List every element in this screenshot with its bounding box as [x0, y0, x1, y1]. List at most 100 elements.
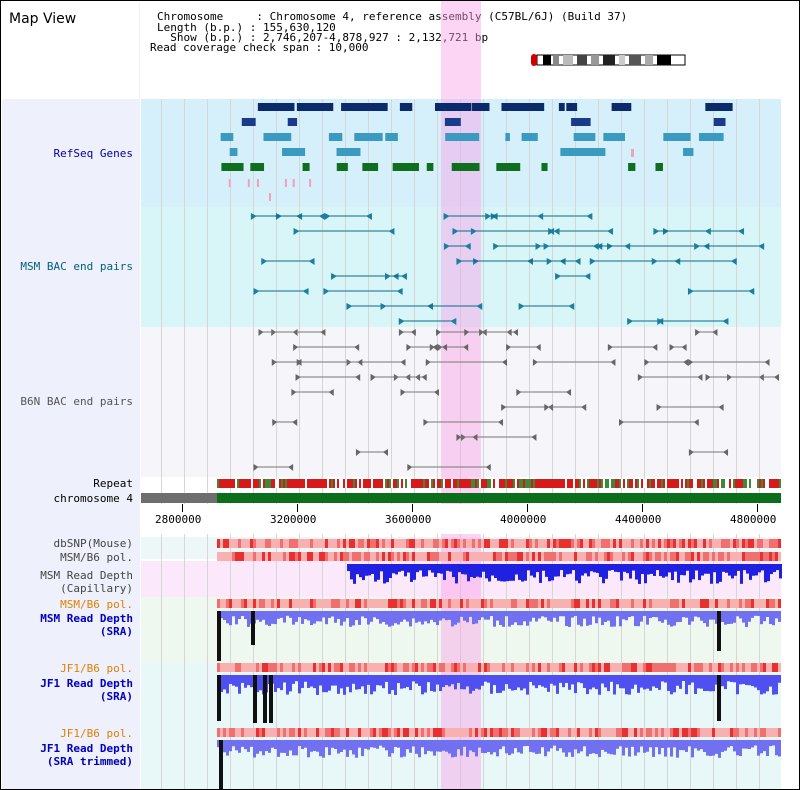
repeat-label[interactable]: Repeat [93, 477, 133, 490]
dbsnp-cell [292, 539, 295, 548]
msm-pol-sra-cell [691, 599, 694, 608]
jf1-trim-depth-bar [679, 740, 682, 751]
dbsnp-cell [589, 539, 592, 548]
jf1-pol-cell [646, 663, 649, 672]
repeat-segment [461, 479, 463, 488]
b6n-bac-end [581, 404, 587, 411]
msm-sra-depth-bar [493, 611, 496, 627]
msm-read-depth-capillary-label[interactable]: MSM Read Depth (Capillary) [40, 569, 133, 595]
msm-pol-sra-cell [289, 599, 292, 608]
jf1-pol-trim-cell [520, 728, 523, 737]
msm-sra-depth-bar [337, 611, 340, 619]
dbsnp-cell [244, 539, 247, 548]
repeat-segment [487, 479, 489, 488]
chromosome-ideogram[interactable] [529, 53, 689, 67]
jf1-sra-depth-bar [469, 675, 472, 694]
msm-sra-depth-bar [691, 611, 694, 622]
dbsnp-cell [685, 539, 688, 548]
repeat-segment [709, 479, 711, 488]
repeat-segment [609, 479, 611, 488]
jf1-sra-depth-bar [340, 675, 343, 689]
msm-cap-depth-bar [773, 564, 776, 573]
repeat-segment [697, 479, 699, 488]
jf1-sra-depth-bar [775, 675, 778, 695]
jf1-sra-depth-bar [742, 675, 745, 685]
msm-pol-cell [451, 552, 454, 561]
jf1-pol-trim-cell [493, 728, 496, 737]
jf1-trim-depth-bar [481, 740, 484, 753]
jf1-read-depth-sra-label[interactable]: JF1 Read Depth (SRA) [40, 677, 133, 703]
repeat-segment [505, 479, 507, 488]
msm-sra-depth-bar [709, 611, 712, 620]
jf1-trim-depth-bar [370, 740, 373, 748]
jf1-pol-trim-cell [220, 728, 223, 737]
highlight-region[interactable] [441, 1, 481, 789]
repeat-segment [579, 479, 581, 488]
repeat-segment [321, 479, 323, 488]
msm-pol-sra-cell [589, 599, 592, 608]
chromosome-label[interactable]: chromosome 4 [53, 492, 133, 505]
jf1-pol-cell [748, 663, 751, 672]
jf1-trim-depth-bar [247, 740, 250, 752]
jf1-sra-depth-bar [664, 675, 667, 683]
repeat-segment [693, 479, 695, 488]
msm-pol-sra-cell [448, 599, 451, 608]
show-range-info: Show (b.p.) : 2,746,207-4,878,927 : 2,13… [157, 31, 489, 44]
msm-read-depth-sra-label[interactable]: MSM Read Depth (SRA) [40, 612, 133, 638]
msm-b6-pol-label[interactable]: MSM/B6 pol. [60, 551, 133, 564]
jf1-pol-trim-cell [226, 728, 229, 737]
b6n-bac-label[interactable]: B6N BAC end pairs [20, 395, 133, 408]
jf1-read-depth-trim-label[interactable]: JF1 Read Depth (SRA trimmed) [40, 742, 133, 768]
jf1-pol-cell [439, 663, 442, 672]
msm-pol-cell [625, 552, 628, 561]
dbsnp-label[interactable]: dbSNP(Mouse) [53, 537, 133, 550]
jf1-pol-trim-cell [241, 728, 244, 737]
msm-pol-cell [226, 552, 229, 561]
jf1-pol-trim-cell [388, 728, 391, 737]
jf1-trim-depth-bar [562, 740, 565, 753]
refseq-genes-label[interactable]: RefSeq Genes [53, 147, 133, 160]
jf1-pol-trim-cell [712, 728, 715, 737]
jf1-trim-depth-bar [607, 740, 610, 754]
repeat-segment [749, 479, 751, 488]
b6n-bac-end [693, 419, 699, 426]
msm-pol-sra-cell [244, 599, 247, 608]
msm-pol-cell [550, 552, 553, 561]
jf1-trim-depth-bar [316, 740, 319, 752]
msm-cap-depth-bar [407, 564, 410, 573]
dbsnp-cell [754, 539, 757, 548]
msm-cap-depth-bar [647, 564, 650, 575]
jf1-pol-cell [361, 663, 364, 672]
jf1-trim-depth-bar [676, 740, 679, 758]
refseq-gene [258, 103, 285, 111]
jf1-pol-cell [697, 663, 700, 672]
jf1-b6-pol-label[interactable]: JF1/B6 pol. [60, 662, 133, 675]
b6n-bac-end [320, 329, 326, 336]
msm-pol-cell [253, 552, 256, 561]
repeat-segment [385, 479, 387, 488]
msm-cap-depth-bar [752, 564, 755, 576]
jf1-pol-trim-cell [655, 728, 658, 737]
jf1-trim-depth-bar [529, 740, 532, 752]
jf1-pol-trim-cell [757, 728, 760, 737]
jf1-b6-pol-trim-label[interactable]: JF1/B6 pol. [60, 727, 133, 740]
refseq-gene [282, 148, 306, 156]
jf1-sra-depth-bar [286, 675, 289, 695]
msm-cap-depth-bar [689, 564, 692, 583]
repeat-segment [253, 479, 255, 488]
msm-b6-pol-sra-label[interactable]: MSM/B6 pol. [60, 598, 133, 611]
msm-bac-label[interactable]: MSM BAC end pairs [20, 260, 133, 273]
repeat-segment [627, 479, 629, 488]
msm-pol-sra-cell [547, 599, 550, 608]
repeat-segment [617, 479, 619, 488]
repeat-segment [759, 479, 761, 488]
dbsnp-cell [727, 539, 730, 548]
b6n-bac-end [400, 359, 406, 366]
msm-pol-cell [598, 552, 601, 561]
jf1-trim-depth-bar [403, 740, 406, 757]
jf1-pol-cell [316, 663, 319, 672]
jf1-trim-depth-bar [616, 740, 619, 749]
msm-pol-cell [250, 552, 253, 561]
chromosome-info: Chromosome : Chromosome 4, reference ass… [157, 10, 628, 23]
